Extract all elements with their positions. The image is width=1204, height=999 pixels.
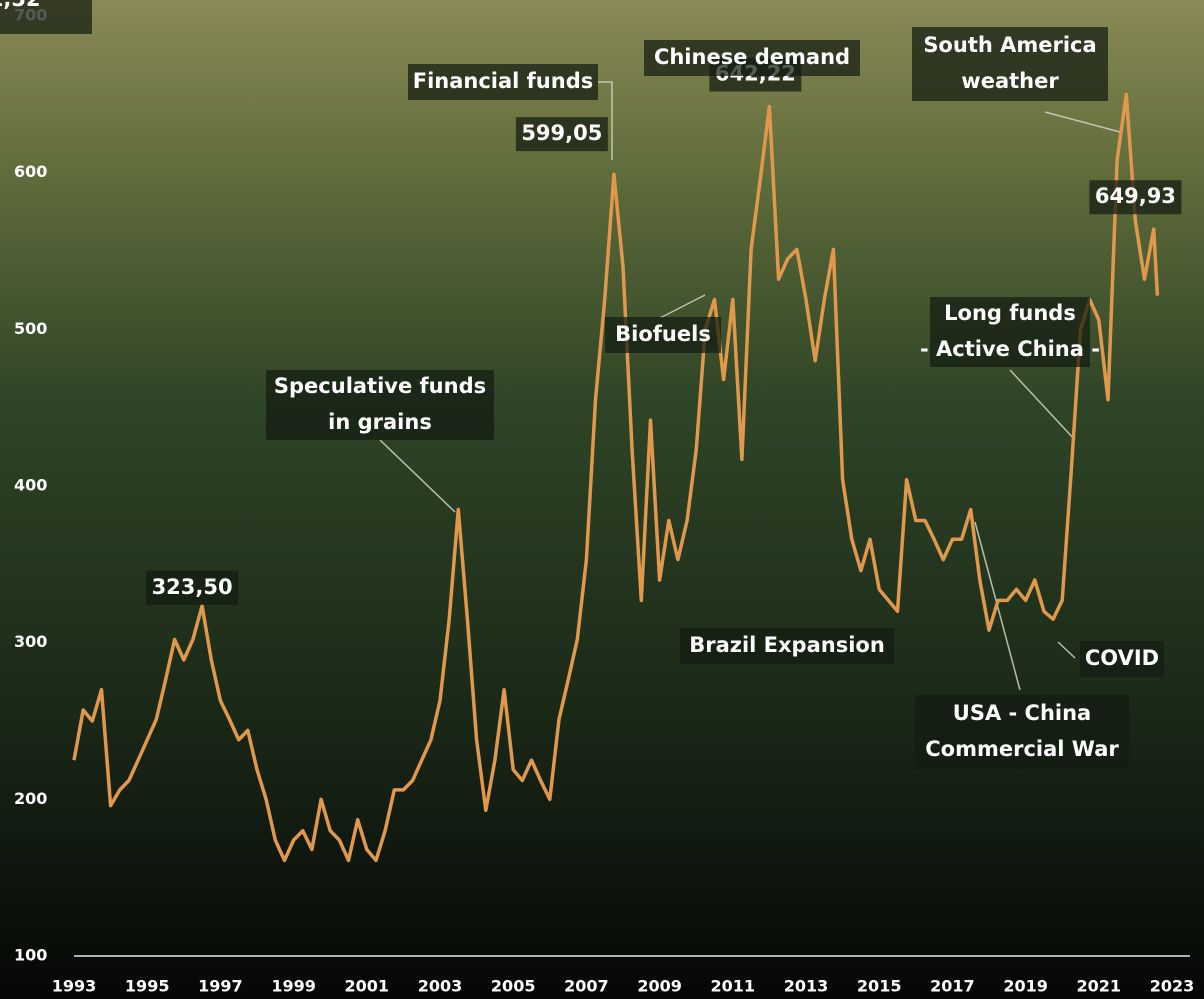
label-box <box>912 27 1108 101</box>
label-box <box>680 628 894 664</box>
label-box <box>266 370 494 440</box>
x-tick-label: 2003 <box>418 977 463 996</box>
label-box <box>146 570 239 605</box>
y-tick-label: 200 <box>14 789 47 808</box>
x-tick-label: 2001 <box>345 977 390 996</box>
annotation: Financial funds <box>413 69 594 93</box>
x-tick-label: 1995 <box>125 977 170 996</box>
label-box <box>644 40 860 76</box>
x-tick-label: 2023 <box>1150 977 1195 996</box>
x-tick-label: 1993 <box>52 977 97 996</box>
annotation: Commercial War <box>925 737 1119 761</box>
annotation: in grains <box>328 410 432 434</box>
y-tick-label: 500 <box>14 319 47 338</box>
annotation: Biofuels <box>615 322 711 346</box>
y-tick-label: 600 <box>14 162 47 181</box>
annotation: - Active China - <box>920 337 1100 361</box>
y-tick-label: 400 <box>14 476 47 495</box>
annotation: COVID <box>1085 646 1159 670</box>
x-tick-label: 1997 <box>198 977 243 996</box>
price-line <box>72 92 1160 863</box>
x-tick-label: 2009 <box>637 977 682 996</box>
label-box <box>605 317 721 353</box>
annotation: Long funds <box>944 301 1076 325</box>
label-box <box>1089 180 1182 215</box>
annotation: 599,05 <box>521 121 602 145</box>
y-tick-label: 300 <box>14 632 47 651</box>
label-box <box>930 297 1090 367</box>
y-tick-label: 100 <box>14 946 47 965</box>
annotation: 521,52 <box>0 0 41 11</box>
annotation: USA - China <box>953 701 1091 725</box>
x-tick-label: 1999 <box>271 977 316 996</box>
x-tick-label: 2013 <box>784 977 829 996</box>
x-tick-label: 2005 <box>491 977 536 996</box>
annotation: Chinese demand <box>654 45 850 69</box>
annotation: 323,50 <box>152 575 233 599</box>
label-box <box>915 695 1129 769</box>
x-tick-label: 2015 <box>857 977 902 996</box>
annotation: South America <box>923 33 1096 57</box>
annotation: Brazil Expansion <box>689 633 885 657</box>
label-box <box>1080 641 1164 677</box>
annotation: weather <box>961 69 1059 93</box>
x-tick-label: 2017 <box>930 977 975 996</box>
label-box <box>515 117 608 152</box>
x-tick-label: 2019 <box>1003 977 1048 996</box>
x-tick-label: 2007 <box>564 977 609 996</box>
x-tick-label: 2011 <box>711 977 756 996</box>
annotation: 649,93 <box>1095 184 1176 208</box>
annotation: Speculative funds <box>274 374 486 398</box>
label-box <box>408 64 598 100</box>
x-tick-label: 2021 <box>1077 977 1122 996</box>
leader-lines <box>379 81 1121 691</box>
label-box <box>0 0 92 34</box>
